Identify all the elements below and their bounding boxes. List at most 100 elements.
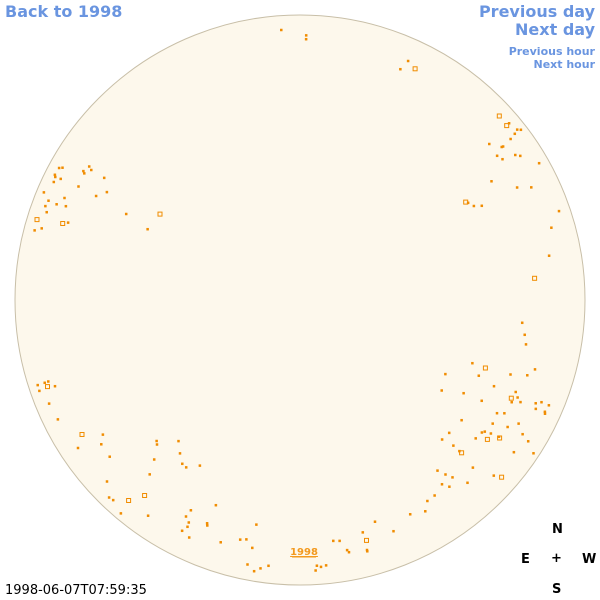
activity-marker [426, 499, 429, 503]
activity-marker [534, 402, 537, 405]
activity-marker [557, 209, 561, 213]
activity-marker [489, 432, 493, 435]
activity-marker [304, 34, 308, 37]
activity-marker [314, 569, 317, 572]
compass-center-mark: + [551, 551, 562, 566]
activity-marker [315, 564, 319, 567]
activity-marker [45, 210, 48, 214]
activity-marker [506, 425, 509, 429]
activity-marker [347, 550, 351, 554]
activity-marker [177, 439, 180, 443]
activity-marker [105, 480, 109, 483]
activity-marker [66, 221, 70, 224]
next-day-link[interactable]: Next day [515, 20, 595, 39]
activity-markers [33, 28, 561, 573]
activity-marker [488, 142, 491, 146]
activity-marker [364, 537, 369, 543]
activity-marker [155, 443, 159, 446]
activity-marker [503, 412, 506, 415]
previous-day-link[interactable]: Previous day [478, 2, 595, 21]
activity-marker [547, 254, 551, 257]
activity-marker [483, 430, 487, 433]
activity-marker [189, 509, 193, 512]
activity-marker [184, 466, 188, 469]
activity-marker [184, 515, 188, 518]
activity-marker [521, 432, 524, 436]
activity-marker [33, 229, 36, 232]
activity-marker [198, 464, 202, 467]
activity-marker [519, 154, 522, 158]
activity-marker [146, 514, 150, 517]
activity-marker [251, 546, 254, 550]
activity-marker [463, 199, 469, 205]
activity-marker [509, 373, 512, 376]
activity-marker [94, 194, 98, 198]
activity-marker [155, 439, 158, 443]
compass-south-label: S [552, 582, 562, 597]
activity-marker [412, 66, 418, 72]
activity-marker [373, 520, 377, 523]
activity-marker [480, 399, 483, 403]
activity-marker [206, 524, 209, 527]
activity-marker [82, 169, 85, 173]
activity-marker [477, 374, 481, 377]
activity-marker [440, 438, 444, 441]
activity-marker [338, 539, 341, 543]
activity-marker [45, 384, 50, 390]
activity-marker [491, 422, 494, 425]
activity-marker [447, 431, 451, 435]
activity-marker [64, 204, 68, 208]
year-link[interactable]: 1998 [290, 547, 318, 558]
activity-marker [547, 404, 551, 407]
activity-marker [304, 37, 308, 41]
activity-marker [142, 493, 148, 498]
activity-marker [361, 531, 365, 534]
activity-marker [148, 473, 151, 476]
activity-marker [246, 563, 249, 566]
activity-marker [42, 191, 46, 194]
activity-marker [108, 455, 111, 458]
activity-marker [107, 496, 111, 499]
activity-marker [214, 503, 218, 507]
activity-marker [59, 177, 62, 181]
activity-marker [53, 173, 57, 177]
activity-marker [524, 343, 528, 346]
activity-marker [523, 333, 526, 337]
activity-marker [433, 494, 436, 497]
activity-marker [408, 513, 412, 516]
activity-marker [495, 154, 499, 158]
activity-marker [500, 145, 503, 149]
activity-marker [532, 275, 538, 281]
activity-marker [480, 204, 484, 208]
activity-marker [146, 227, 149, 231]
activity-marker [515, 186, 519, 189]
activity-marker [259, 567, 262, 570]
activity-marker [111, 498, 115, 502]
activity-marker [47, 380, 50, 383]
activity-marker [440, 483, 444, 486]
activity-marker [499, 474, 505, 480]
activity-marker [87, 165, 91, 168]
activity-marker [79, 432, 85, 437]
activity-marker [57, 166, 61, 170]
activity-marker [100, 443, 103, 446]
activity-marker [436, 469, 439, 472]
activity-marker [126, 498, 132, 503]
activity-marker [63, 196, 66, 200]
activity-marker [472, 204, 476, 208]
activity-marker [56, 418, 60, 421]
activity-marker [43, 381, 46, 385]
next-hour-link[interactable]: Next hour [533, 58, 596, 71]
activity-marker [101, 433, 105, 436]
back-to-year-link[interactable]: Back to 1998 [5, 2, 123, 21]
activity-marker [515, 128, 519, 131]
activity-marker [550, 226, 553, 229]
activity-marker [509, 137, 512, 141]
activity-marker [332, 539, 335, 543]
previous-hour-link[interactable]: Previous hour [508, 45, 595, 58]
activity-marker [537, 161, 541, 165]
activity-marker [252, 569, 256, 573]
activity-marker [152, 458, 156, 461]
compass-east-label: E [521, 552, 530, 567]
activity-marker [255, 523, 258, 526]
